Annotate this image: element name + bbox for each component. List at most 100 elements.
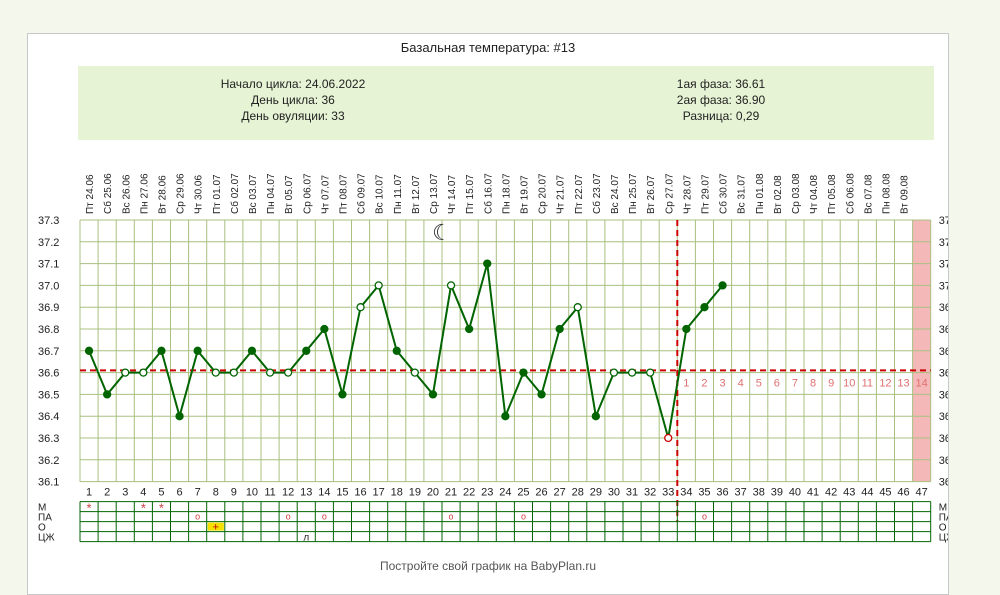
date-label: Вт 19.07 (519, 175, 530, 214)
table-mark: o (195, 512, 200, 522)
day-number: 25 (517, 487, 529, 499)
y-tick-label-right: 36.4 (939, 411, 948, 423)
y-tick-label-right: 37.2 (939, 237, 948, 249)
y-tick-label-right: 36.3 (939, 433, 948, 445)
temperature-point (175, 412, 184, 421)
y-tick-label-right: 36.9 (939, 302, 948, 314)
temperature-point (483, 259, 492, 268)
date-label: Пт 22.07 (574, 174, 585, 214)
day-number: 36 (716, 487, 728, 499)
bbt-chart: 37.3 37.3 37.2 37.2 37.1 37.1 37.0 37.0 36.9 36.9… (38, 173, 948, 544)
date-label: Сб 09.07 (356, 173, 368, 214)
date-label: Сб 06.08 (844, 173, 856, 214)
day-number: 14 (318, 487, 330, 499)
temperature-point (591, 412, 600, 421)
table-row-label-right: М (939, 503, 947, 514)
cycle-start: Начало цикла: 24.06.2022 (220, 77, 366, 91)
y-tick-label-right: 36.1 (939, 477, 948, 489)
day-number: 21 (445, 487, 457, 499)
day-number: 39 (771, 487, 783, 499)
luteal-day-label: 8 (810, 377, 816, 389)
temperature-point (320, 324, 329, 334)
y-tick-label-left: 37.0 (38, 280, 59, 292)
phase2-average: 2ая фаза: 36.90 (676, 93, 766, 107)
date-label: Вт 02.08 (773, 175, 784, 214)
day-number: 11 (264, 487, 275, 499)
day-number: 15 (336, 487, 348, 499)
day-number: 47 (916, 487, 928, 499)
date-label: Пт 29.07 (700, 174, 711, 214)
y-tick-label-left: 36.9 (38, 302, 59, 314)
temperature-point (356, 303, 365, 312)
temperature-point (265, 368, 275, 377)
date-label: Пт 15.07 (465, 174, 476, 214)
luteal-day-label: 14 (916, 377, 928, 389)
footer-link[interactable]: Постройте свой график на BabyPlan.ru (379, 559, 597, 573)
day-number: 33 (662, 487, 674, 499)
day-number: 17 (373, 487, 385, 499)
date-label: Чт 04.08 (809, 175, 820, 214)
date-label: Чт 21.07 (556, 175, 567, 214)
table-mark: * (159, 501, 164, 516)
temperature-point (247, 346, 257, 355)
y-tick-label-right: 37.0 (939, 280, 948, 292)
y-tick-label-left: 36.1 (38, 477, 59, 489)
table-row-label-right: ЦЖ (939, 533, 948, 544)
date-label: Вс 31.07 (737, 174, 748, 214)
luteal-day-label: 6 (774, 377, 780, 389)
temperature-point (700, 303, 709, 312)
day-number: 26 (535, 487, 547, 499)
temperature-point (609, 368, 619, 377)
day-number: 8 (213, 487, 219, 499)
y-tick-label-left: 37.2 (38, 237, 59, 249)
date-label: Вт 05.07 (284, 175, 295, 214)
day-number: 35 (698, 487, 710, 499)
y-tick-label-left: 36.7 (38, 346, 59, 358)
date-label: Сб 02.07 (229, 173, 241, 214)
date-label: Ср 29.06 (176, 173, 187, 214)
moon-icon: ☾ (432, 220, 452, 245)
day-number: 3 (122, 487, 128, 499)
temperature-point (302, 346, 311, 355)
date-label: Вс 24.07 (610, 174, 621, 214)
day-number: 24 (499, 487, 511, 499)
day-number: 18 (391, 487, 403, 499)
day-number: 13 (300, 487, 312, 499)
day-number: 16 (354, 487, 366, 499)
day-number: 43 (843, 487, 855, 499)
temperature-point (682, 324, 691, 334)
y-tick-label-right: 36.5 (939, 389, 948, 401)
y-tick-label-right: 36.2 (939, 455, 948, 467)
temperature-point (84, 346, 94, 355)
temperature-point (428, 390, 438, 399)
table-mark: o (702, 512, 707, 522)
temperature-point (392, 346, 401, 355)
cycle-info-box: Начало цикла: 24.06.2022 День цикла: 36 … (78, 66, 934, 140)
luteal-day-label: 4 (738, 377, 744, 389)
day-number: 19 (409, 487, 421, 499)
table-mark: o (521, 512, 526, 522)
y-tick-label-left: 36.6 (38, 368, 59, 380)
table-row-label-left: ЦЖ (38, 533, 55, 544)
day-number: 12 (282, 487, 294, 499)
date-label: Вт 26.07 (646, 175, 657, 214)
fertile-mark-bg (207, 522, 224, 531)
table-mark: o (449, 512, 454, 522)
luteal-day-label: 10 (843, 377, 855, 389)
temperature-point (519, 368, 528, 377)
date-label: Чт 28.07 (682, 175, 693, 214)
luteal-day-label: 13 (897, 377, 909, 389)
date-label: Пт 24.06 (85, 174, 96, 214)
temperature-point (211, 368, 220, 377)
day-number: 34 (680, 487, 692, 499)
temperature-point (464, 324, 474, 334)
day-number: 45 (879, 487, 891, 499)
date-label: Вс 26.06 (121, 174, 132, 214)
table-mark: * (87, 501, 92, 516)
day-number: 41 (807, 487, 819, 499)
day-number: 22 (463, 487, 475, 499)
temperature-point (139, 368, 148, 377)
y-tick-label-right: 36.6 (939, 368, 948, 380)
date-label: Пн 18.07 (501, 173, 512, 214)
y-tick-label-left: 36.4 (38, 411, 59, 423)
